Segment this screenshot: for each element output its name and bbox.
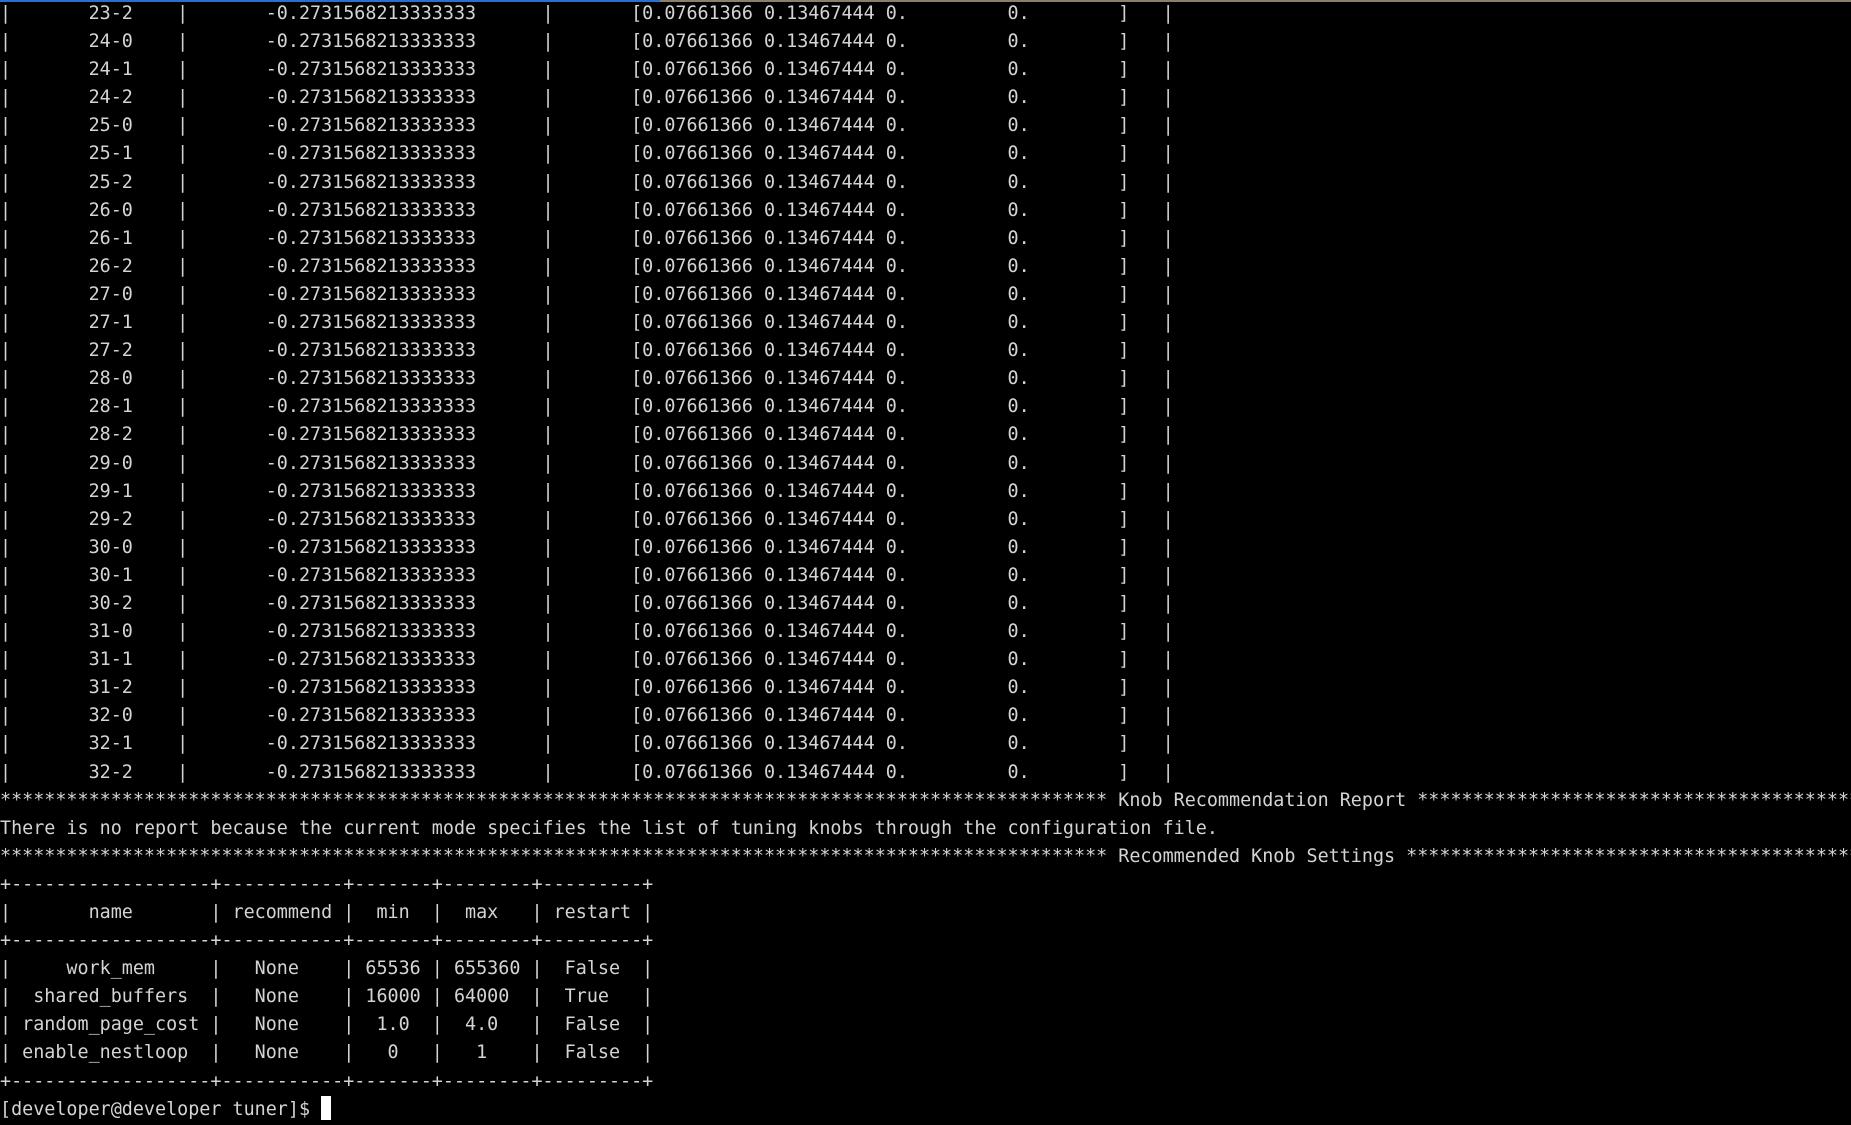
result-row: | 25-1 | -0.2731568213333333 | [0.076613… — [0, 143, 1174, 165]
result-row: | 28-2 | -0.2731568213333333 | [0.076613… — [0, 424, 1174, 446]
table-border: +------------------+-----------+-------+… — [0, 873, 654, 895]
result-row: | 26-0 | -0.2731568213333333 | [0.076613… — [0, 199, 1174, 221]
active-tab-indicator — [0, 0, 660, 2]
knob-row: | random_page_cost | None | 1.0 | 4.0 | … — [0, 1014, 654, 1036]
result-row: | 30-1 | -0.2731568213333333 | [0.076613… — [0, 564, 1174, 586]
result-row: | 31-1 | -0.2731568213333333 | [0.076613… — [0, 649, 1174, 671]
result-row: | 29-1 | -0.2731568213333333 | [0.076613… — [0, 480, 1174, 502]
result-row: | 29-0 | -0.2731568213333333 | [0.076613… — [0, 452, 1174, 474]
result-row: | 26-1 | -0.2731568213333333 | [0.076613… — [0, 227, 1174, 249]
knob-row: | shared_buffers | None | 16000 | 64000 … — [0, 986, 654, 1008]
result-row: | 24-0 | -0.2731568213333333 | [0.076613… — [0, 31, 1174, 53]
result-row: | 31-2 | -0.2731568213333333 | [0.076613… — [0, 677, 1174, 699]
result-row: | 25-0 | -0.2731568213333333 | [0.076613… — [0, 115, 1174, 137]
table-border: +------------------+-----------+-------+… — [0, 1070, 654, 1092]
result-row: | 32-2 | -0.2731568213333333 | [0.076613… — [0, 761, 1174, 783]
result-row: | 26-2 | -0.2731568213333333 | [0.076613… — [0, 255, 1174, 277]
result-row: | 28-1 | -0.2731568213333333 | [0.076613… — [0, 396, 1174, 418]
result-row: | 27-1 | -0.2731568213333333 | [0.076613… — [0, 312, 1174, 334]
result-row: | 23-2 | -0.2731568213333333 | [0.076613… — [0, 3, 1174, 24]
result-row: | 30-0 | -0.2731568213333333 | [0.076613… — [0, 536, 1174, 558]
result-row: | 32-1 | -0.2731568213333333 | [0.076613… — [0, 733, 1174, 755]
result-row: | 28-0 | -0.2731568213333333 | [0.076613… — [0, 368, 1174, 390]
knob-row: | enable_nestloop | None | 0 | 1 | False… — [0, 1042, 654, 1064]
shell-prompt[interactable]: [developer@developer tuner]$ — [0, 1095, 1851, 1124]
result-row: | 24-2 | -0.2731568213333333 | [0.076613… — [0, 87, 1174, 109]
cursor — [321, 1095, 332, 1120]
window-top-border — [0, 0, 1851, 2]
result-row: | 30-2 | -0.2731568213333333 | [0.076613… — [0, 592, 1174, 614]
result-row: | 29-2 | -0.2731568213333333 | [0.076613… — [0, 508, 1174, 530]
table-header: | name | recommend | min | max | restart… — [0, 902, 654, 923]
report-heading: ****************************************… — [0, 789, 1851, 811]
result-row: | 27-2 | -0.2731568213333333 | [0.076613… — [0, 340, 1174, 362]
result-row: | 24-1 | -0.2731568213333333 | [0.076613… — [0, 59, 1174, 81]
result-row: | 27-0 | -0.2731568213333333 | [0.076613… — [0, 283, 1174, 305]
result-row: | 25-2 | -0.2731568213333333 | [0.076613… — [0, 171, 1174, 193]
knob-row: | work_mem | None | 65536 | 655360 | Fal… — [0, 958, 654, 980]
result-row: | 31-0 | -0.2731568213333333 | [0.076613… — [0, 621, 1174, 643]
settings-heading: ****************************************… — [0, 845, 1851, 867]
table-border: +------------------+-----------+-------+… — [0, 930, 654, 952]
result-row: | 32-0 | -0.2731568213333333 | [0.076613… — [0, 705, 1174, 727]
report-message: There is no report because the current m… — [0, 817, 1218, 839]
